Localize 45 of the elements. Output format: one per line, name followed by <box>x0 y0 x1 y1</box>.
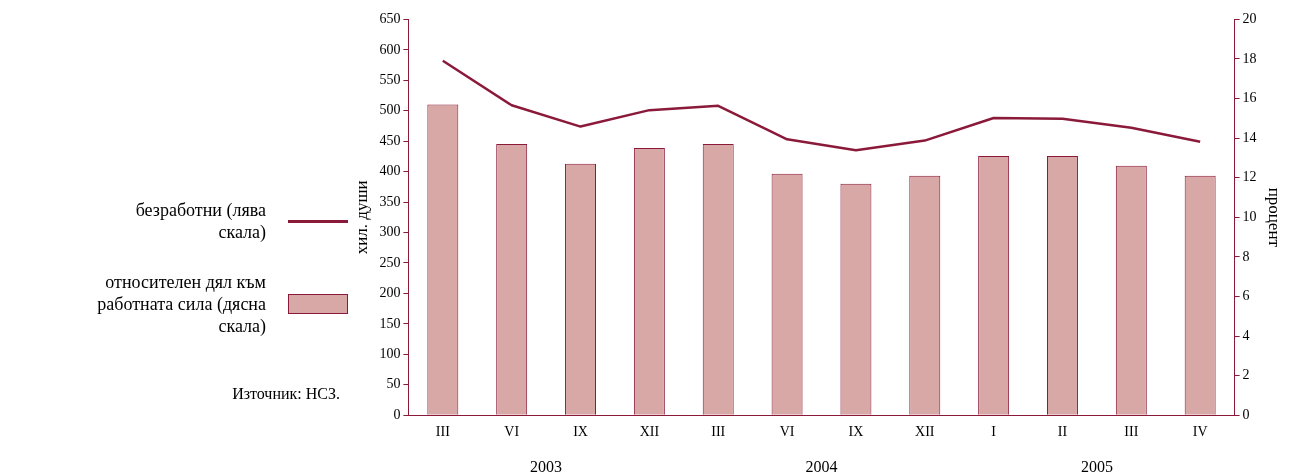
y2-tick-label: 12 <box>1242 169 1257 185</box>
y-tick-label: 200 <box>379 285 401 301</box>
y2-tick-label: 20 <box>1242 11 1257 27</box>
y2-tick-label: 10 <box>1242 208 1257 224</box>
x-tick-label: II <box>1057 424 1068 440</box>
y-tick-label: 150 <box>379 315 401 331</box>
y2-tick-label: 4 <box>1242 327 1250 343</box>
y-tick-label: 100 <box>379 345 401 361</box>
legend-label: безработни (лява скала) <box>134 199 266 243</box>
y-tick-label: 50 <box>386 376 401 392</box>
y-tick-label: 500 <box>379 102 401 118</box>
y-tick-label: 400 <box>379 163 401 179</box>
x-tick-label: IX <box>573 424 588 440</box>
text: Източник: НСЗ. <box>232 385 340 403</box>
x-tick-label: III <box>711 424 726 440</box>
x-tick-label: III <box>435 424 451 440</box>
y2-tick-label: 16 <box>1242 90 1257 106</box>
y-tick-label: 350 <box>379 193 401 209</box>
x-tick-label: III <box>1124 424 1139 440</box>
x-tick-label: I <box>991 424 997 440</box>
y-tick-label: 250 <box>379 254 401 270</box>
y-tick-label: 550 <box>379 71 401 87</box>
x-tick-label: XII <box>915 424 935 440</box>
text: 2004 <box>805 458 838 474</box>
y2-tick-label: 14 <box>1242 129 1257 145</box>
y2-tick-label: 0 <box>1242 406 1250 422</box>
x-tick-label: VI <box>504 424 520 440</box>
y-tick-label: 600 <box>379 41 401 57</box>
x-tick-label: IX <box>848 424 864 440</box>
y2-axis-title: процент <box>1265 187 1285 248</box>
y-tick-label: 0 <box>393 406 401 422</box>
y2-tick-label: 6 <box>1242 288 1250 304</box>
x-tick-label: IV <box>1192 424 1208 440</box>
x-tick-label: VI <box>779 424 795 440</box>
y2-tick-label: 8 <box>1242 248 1250 264</box>
x-tick-label: XII <box>639 424 660 440</box>
legend-label: относителен дял към работната сила (дясна скала) <box>96 271 266 337</box>
y-axis-title: хил. души <box>351 180 371 255</box>
text: 2003 <box>530 458 563 474</box>
y-tick-label: 450 <box>379 132 401 148</box>
y-tick-label: 650 <box>379 11 401 27</box>
text: 2005 <box>1080 458 1113 474</box>
y-tick-label: 300 <box>379 224 401 240</box>
y2-tick-label: 18 <box>1242 50 1257 66</box>
y2-tick-label: 2 <box>1242 367 1250 383</box>
